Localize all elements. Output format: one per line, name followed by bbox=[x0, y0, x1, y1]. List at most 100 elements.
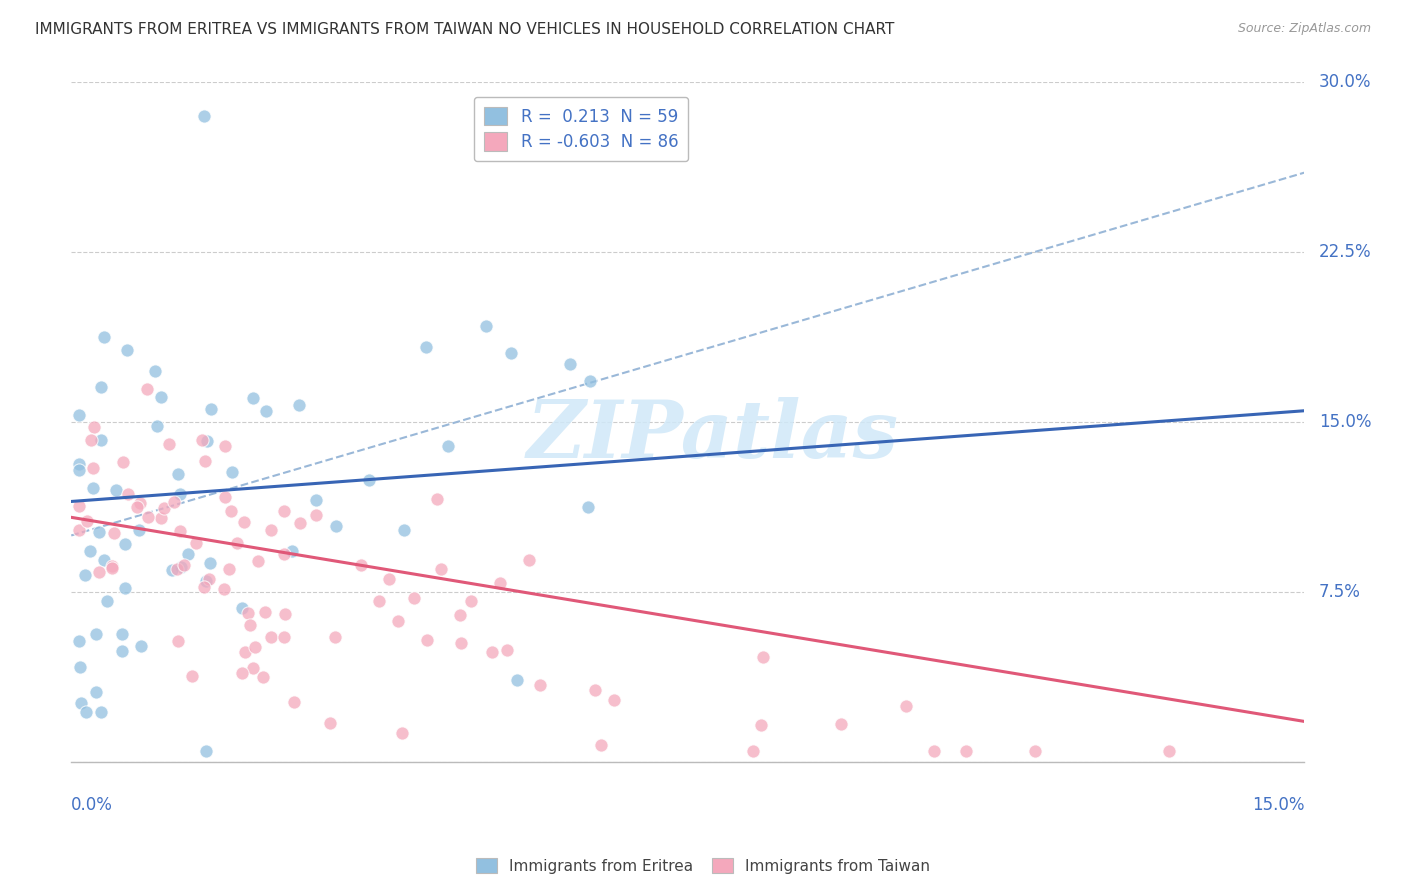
Point bbox=[1159, 744, 1181, 758]
Point bbox=[283, 695, 305, 709]
Point bbox=[114, 537, 136, 551]
Text: Source: ZipAtlas.com: Source: ZipAtlas.com bbox=[1237, 22, 1371, 36]
Point bbox=[129, 496, 152, 510]
Point bbox=[153, 501, 176, 516]
Point bbox=[135, 382, 157, 396]
Point bbox=[318, 715, 340, 730]
Point bbox=[150, 390, 173, 404]
Point bbox=[357, 473, 380, 487]
Point bbox=[226, 536, 249, 550]
Point bbox=[415, 340, 437, 354]
Text: 15.0%: 15.0% bbox=[1319, 413, 1371, 431]
Point bbox=[350, 558, 373, 572]
Point bbox=[233, 645, 256, 659]
Point bbox=[437, 439, 460, 453]
Point bbox=[922, 744, 945, 758]
Point bbox=[115, 343, 138, 358]
Text: 30.0%: 30.0% bbox=[1319, 73, 1371, 91]
Point bbox=[127, 500, 149, 514]
Point bbox=[214, 582, 236, 597]
Point bbox=[505, 673, 527, 687]
Legend: Immigrants from Eritrea, Immigrants from Taiwan: Immigrants from Eritrea, Immigrants from… bbox=[470, 852, 936, 880]
Point bbox=[481, 645, 503, 659]
Point bbox=[70, 696, 93, 710]
Point bbox=[111, 644, 134, 658]
Point bbox=[69, 408, 91, 422]
Point bbox=[233, 515, 256, 529]
Point bbox=[368, 594, 391, 608]
Point bbox=[194, 453, 217, 467]
Point bbox=[79, 544, 101, 558]
Point bbox=[129, 639, 152, 653]
Point bbox=[231, 666, 253, 681]
Point bbox=[558, 357, 581, 371]
Legend: R =  0.213  N = 59, R = -0.603  N = 86: R = 0.213 N = 59, R = -0.603 N = 86 bbox=[474, 97, 689, 161]
Point bbox=[894, 698, 917, 713]
Point bbox=[69, 457, 91, 471]
Point bbox=[254, 605, 277, 619]
Point bbox=[830, 716, 852, 731]
Point bbox=[288, 398, 311, 412]
Text: 0.0%: 0.0% bbox=[72, 797, 112, 814]
Point bbox=[143, 364, 166, 378]
Point bbox=[214, 439, 236, 453]
Point bbox=[430, 562, 453, 576]
Point bbox=[69, 499, 91, 513]
Point bbox=[100, 561, 122, 575]
Text: 15.0%: 15.0% bbox=[1251, 797, 1305, 814]
Point bbox=[252, 670, 274, 684]
Point bbox=[273, 630, 295, 644]
Point bbox=[69, 634, 91, 648]
Point bbox=[495, 643, 517, 657]
Point bbox=[741, 744, 763, 758]
Point bbox=[93, 553, 115, 567]
Point bbox=[460, 594, 482, 608]
Point bbox=[955, 744, 977, 758]
Point bbox=[378, 572, 401, 586]
Point bbox=[749, 718, 772, 732]
Point bbox=[128, 523, 150, 537]
Point bbox=[101, 558, 124, 573]
Point bbox=[169, 524, 191, 538]
Point bbox=[517, 552, 540, 566]
Point bbox=[305, 493, 328, 508]
Point bbox=[90, 705, 112, 719]
Point bbox=[96, 594, 118, 608]
Point bbox=[82, 481, 104, 495]
Point bbox=[75, 705, 97, 719]
Point bbox=[426, 491, 449, 506]
Point bbox=[239, 618, 262, 632]
Text: ZIPatlas: ZIPatlas bbox=[526, 397, 898, 475]
Point bbox=[181, 669, 204, 683]
Point bbox=[281, 543, 304, 558]
Point bbox=[157, 437, 180, 451]
Point bbox=[193, 109, 215, 123]
Point bbox=[191, 433, 214, 447]
Point bbox=[450, 636, 472, 650]
Text: 7.5%: 7.5% bbox=[1319, 583, 1361, 601]
Point bbox=[246, 554, 269, 568]
Point bbox=[93, 330, 115, 344]
Point bbox=[186, 536, 208, 550]
Point bbox=[166, 634, 188, 648]
Point bbox=[254, 404, 277, 418]
Point bbox=[501, 345, 523, 359]
Text: IMMIGRANTS FROM ERITREA VS IMMIGRANTS FROM TAIWAN NO VEHICLES IN HOUSEHOLD CORRE: IMMIGRANTS FROM ERITREA VS IMMIGRANTS FR… bbox=[35, 22, 894, 37]
Point bbox=[163, 495, 186, 509]
Point bbox=[236, 606, 259, 620]
Point bbox=[214, 491, 236, 505]
Point bbox=[305, 508, 328, 522]
Point bbox=[167, 467, 190, 481]
Text: 22.5%: 22.5% bbox=[1319, 243, 1372, 261]
Point bbox=[150, 511, 173, 525]
Point bbox=[86, 627, 108, 641]
Point bbox=[117, 487, 139, 501]
Point bbox=[323, 630, 346, 644]
Point bbox=[146, 418, 169, 433]
Point bbox=[449, 607, 471, 622]
Point bbox=[274, 607, 297, 621]
Point bbox=[177, 547, 200, 561]
Point bbox=[86, 685, 108, 699]
Point bbox=[273, 547, 295, 561]
Point bbox=[231, 601, 253, 615]
